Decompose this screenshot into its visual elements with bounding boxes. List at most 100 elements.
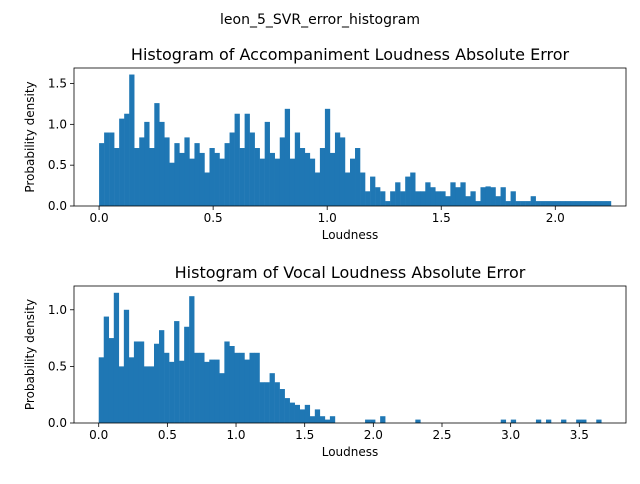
histogram-bar bbox=[365, 191, 371, 206]
histogram-bar bbox=[123, 309, 130, 423]
histogram-bar bbox=[133, 341, 140, 423]
histogram-bar bbox=[410, 172, 416, 206]
histogram-bar bbox=[259, 158, 265, 206]
histogram-bar bbox=[119, 118, 125, 206]
histogram-bar bbox=[485, 186, 491, 206]
x-tick-label: 1.5 bbox=[432, 211, 451, 225]
histogram-bar bbox=[575, 201, 582, 206]
y-axis-label: Probability density bbox=[23, 299, 37, 410]
histogram-bar bbox=[294, 404, 300, 423]
y-axis-label: Probability density bbox=[23, 81, 37, 192]
histogram-bar bbox=[334, 132, 341, 206]
histogram-bar bbox=[535, 419, 542, 423]
histogram-bar bbox=[576, 419, 582, 423]
histogram-bar bbox=[128, 357, 135, 423]
histogram-bar bbox=[254, 148, 260, 206]
x-tick-label: 1.0 bbox=[318, 211, 337, 225]
histogram-bar bbox=[435, 191, 441, 206]
histogram-bar bbox=[309, 416, 316, 423]
histogram-bar bbox=[510, 419, 517, 423]
x-tick-label: 0.5 bbox=[204, 211, 223, 225]
histogram-bar bbox=[179, 360, 185, 423]
histogram-bar bbox=[279, 389, 285, 423]
histogram-bar bbox=[319, 148, 326, 206]
histogram-bar bbox=[224, 143, 230, 206]
histogram-bar bbox=[495, 196, 501, 206]
histogram-bar bbox=[259, 382, 265, 423]
histogram-bar bbox=[269, 373, 275, 423]
histogram-bar bbox=[565, 201, 572, 206]
histogram-bar bbox=[385, 201, 391, 206]
histogram-bar bbox=[159, 121, 165, 206]
histogram-bar bbox=[194, 143, 200, 206]
figure-suptitle: leon_5_SVR_error_histogram bbox=[220, 12, 420, 28]
chart-title: Histogram of Accompaniment Loudness Abso… bbox=[131, 45, 570, 64]
histogram-bar bbox=[189, 158, 195, 206]
histogram-bar bbox=[324, 419, 331, 423]
histogram-bar bbox=[244, 113, 250, 206]
histogram-bar bbox=[600, 201, 607, 206]
histogram-bar bbox=[264, 121, 270, 206]
histogram-bar bbox=[169, 162, 175, 206]
histogram-bar bbox=[154, 103, 160, 206]
histogram-bar bbox=[475, 201, 481, 206]
histogram-bar bbox=[365, 419, 371, 423]
y-tick-label: 0.5 bbox=[48, 158, 67, 172]
histogram-bar bbox=[199, 352, 205, 423]
histogram-bar bbox=[219, 373, 225, 423]
histogram-bar bbox=[269, 152, 275, 206]
histogram-bar bbox=[355, 148, 361, 206]
histogram-bar bbox=[234, 113, 240, 206]
histogram-bar bbox=[455, 187, 461, 206]
x-tick-label: 1.0 bbox=[226, 428, 245, 442]
x-tick-label: 0.0 bbox=[89, 428, 108, 442]
histogram-bar bbox=[370, 419, 376, 423]
histogram-bar bbox=[319, 416, 326, 423]
histogram-bar bbox=[289, 158, 296, 206]
histogram-bar bbox=[249, 132, 255, 206]
histogram-bar bbox=[284, 108, 291, 206]
histogram-bar bbox=[505, 201, 511, 206]
x-tick-label: 2.0 bbox=[364, 428, 383, 442]
histogram-bar bbox=[224, 341, 230, 423]
histogram-bar bbox=[249, 352, 255, 423]
histogram-bar bbox=[555, 201, 562, 206]
histogram-bar bbox=[149, 148, 155, 206]
histogram-bar bbox=[209, 359, 215, 423]
histogram-bar bbox=[129, 74, 135, 206]
histogram-bar bbox=[590, 201, 597, 206]
y-tick-label: 0.0 bbox=[48, 199, 67, 213]
histogram-bar bbox=[324, 108, 331, 206]
x-tick-label: 3.5 bbox=[570, 428, 589, 442]
histogram-bar bbox=[118, 366, 125, 423]
histogram-bar bbox=[500, 419, 507, 423]
x-axis-label: Loudness bbox=[322, 445, 379, 459]
histogram-bar bbox=[148, 366, 155, 423]
histogram-bar bbox=[99, 143, 105, 206]
axes-frame bbox=[73, 285, 627, 424]
histogram-bar bbox=[420, 191, 426, 206]
histogram-bar bbox=[560, 201, 567, 206]
histogram-bar bbox=[194, 352, 200, 423]
histogram-bar bbox=[113, 292, 120, 423]
histogram-bar bbox=[103, 316, 110, 423]
histogram-bar bbox=[274, 158, 280, 206]
histogram-bar bbox=[520, 201, 526, 206]
axes-frame bbox=[73, 67, 627, 207]
y-tick-label: 0.5 bbox=[48, 359, 67, 373]
histogram-bar bbox=[380, 416, 386, 423]
histogram-bar bbox=[540, 201, 546, 206]
histogram-bar bbox=[605, 201, 612, 206]
histogram-bar bbox=[596, 419, 602, 423]
histogram-bar bbox=[179, 152, 185, 206]
y-tick-label: 0.0 bbox=[48, 416, 67, 430]
histogram-bar bbox=[370, 176, 376, 206]
histogram-bar bbox=[144, 121, 150, 206]
histogram-bar bbox=[164, 352, 170, 423]
histogram-bar bbox=[314, 172, 321, 206]
x-tick-label: 0.0 bbox=[90, 211, 109, 225]
histogram-bar bbox=[289, 402, 295, 423]
histogram-bar bbox=[214, 152, 220, 206]
x-tick-label: 1.5 bbox=[295, 428, 314, 442]
